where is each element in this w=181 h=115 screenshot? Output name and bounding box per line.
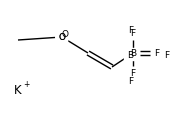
Text: B: B: [130, 49, 136, 58]
Bar: [128, 49, 138, 59]
Bar: [124, 76, 136, 85]
Text: O: O: [62, 30, 69, 39]
Text: F: F: [154, 49, 160, 58]
Text: F: F: [128, 76, 133, 85]
Bar: [152, 49, 162, 59]
Bar: [128, 29, 138, 39]
Text: O: O: [58, 33, 66, 42]
Text: B: B: [127, 51, 133, 60]
Text: K: K: [14, 84, 22, 97]
Bar: [124, 50, 136, 60]
Bar: [124, 25, 136, 35]
Text: F: F: [131, 69, 136, 78]
Bar: [57, 33, 67, 43]
Bar: [161, 50, 172, 60]
Text: +: +: [23, 80, 29, 89]
Bar: [128, 68, 138, 78]
Text: O: O: [58, 33, 66, 42]
Bar: [59, 30, 71, 39]
Text: F: F: [131, 29, 136, 38]
Text: F: F: [128, 25, 133, 34]
Text: F: F: [164, 51, 169, 60]
